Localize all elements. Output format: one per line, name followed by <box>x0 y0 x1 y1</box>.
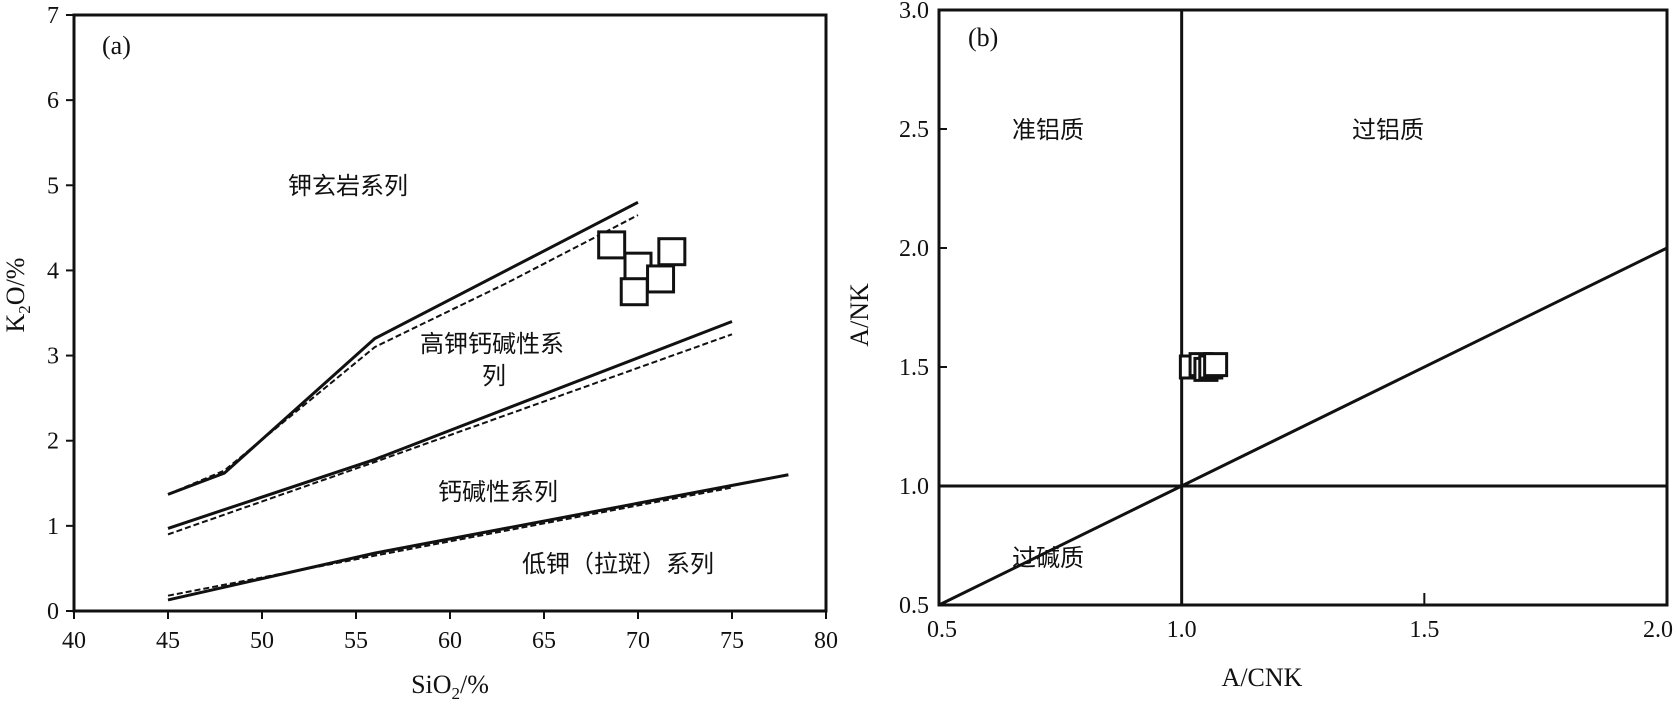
data-point-square <box>646 264 676 294</box>
x-tick-label: 60 <box>438 628 462 654</box>
boundary-line-dashed <box>167 333 733 536</box>
region-label-peralkaline: 过碱质 <box>1012 544 1084 572</box>
data-point-square <box>619 277 649 307</box>
region-label-low-k-tholeiite-series: 低钾（拉斑）系列 <box>522 550 714 578</box>
y-tick-label: 0.5 <box>899 593 929 619</box>
y-tick-label: 2.5 <box>899 117 929 143</box>
panel-b-frame <box>937 8 1669 607</box>
x-tick-label: 80 <box>814 628 838 654</box>
region-label-metaluminous: 准铝质 <box>1012 116 1084 144</box>
panel-b-boundary-lines <box>938 10 1668 607</box>
panel-a-boundary-lines <box>167 200 789 602</box>
x-tick-label: 1.0 <box>1167 617 1197 643</box>
x-tick-label: 65 <box>532 628 556 654</box>
boundary-line <box>938 246 1668 607</box>
y-tick-label: 4 <box>47 258 59 284</box>
region-label-high-k-calc-alkaline-series: 高钾钙碱性系 <box>420 330 564 358</box>
y-tick-label: 1 <box>47 514 59 540</box>
panel-b-label: (b) <box>968 23 998 52</box>
data-point-square <box>1203 352 1229 378</box>
x-tick-label: 40 <box>62 628 86 654</box>
y-tick-label: 7 <box>47 3 59 29</box>
y-tick-label: 3.0 <box>899 0 929 24</box>
y-tick-label: 2 <box>47 429 59 455</box>
panel-a-data-points <box>597 230 687 307</box>
x-tick-label: 50 <box>250 628 274 654</box>
region-label-high-k-calc-alkaline-series-line2: 列 <box>482 362 506 390</box>
panel-b-data-points <box>1178 352 1229 382</box>
x-tick-label: 70 <box>626 628 650 654</box>
panel-a-label: (a) <box>102 31 131 60</box>
panel-a-y-axis-title: K2O/% <box>1 258 34 333</box>
boundary-line-solid <box>167 320 733 530</box>
region-label-shoshonite-series: 钾玄岩系列 <box>288 172 408 200</box>
boundary-line-dashed <box>167 214 639 496</box>
y-tick-label: 1.5 <box>899 355 929 381</box>
region-label-peraluminous: 过铝质 <box>1352 116 1424 144</box>
y-tick-label: 0 <box>47 599 59 625</box>
panel-b-ank-acnk: 0.5 1.0 1.5 2.0 0.5 1.0 1.5 2.0 2.5 3.0 (b) 准铝质 过… <box>845 0 1673 692</box>
x-tick-label: 75 <box>720 628 744 654</box>
panel-a-frame <box>72 13 828 613</box>
x-tick-label: 0.5 <box>927 617 957 643</box>
y-tick-label: 6 <box>47 88 59 114</box>
data-point-square <box>597 230 627 260</box>
boundary-line-solid <box>167 200 639 496</box>
y-tick-label: 2.0 <box>899 236 929 262</box>
panel-b-x-axis-title: A/CNK <box>1222 663 1303 692</box>
data-point-square <box>657 237 687 267</box>
x-tick-label: 2.0 <box>1643 617 1673 643</box>
x-tick-label: 1.5 <box>1409 617 1439 643</box>
region-label-calc-alkaline-series: 钙碱性系列 <box>438 478 558 506</box>
x-tick-label: 55 <box>344 628 368 654</box>
y-tick-label: 5 <box>47 173 59 199</box>
panel-b-y-axis-title: A/NK <box>845 283 874 347</box>
panel-a-x-axis-title: SiO2/% <box>411 670 489 703</box>
y-tick-label: 1.0 <box>899 474 929 500</box>
x-tick-label: 45 <box>156 628 180 654</box>
boundary-line-solid <box>167 473 789 602</box>
boundary-line-dashed <box>167 486 733 597</box>
y-tick-label: 3 <box>47 344 59 370</box>
